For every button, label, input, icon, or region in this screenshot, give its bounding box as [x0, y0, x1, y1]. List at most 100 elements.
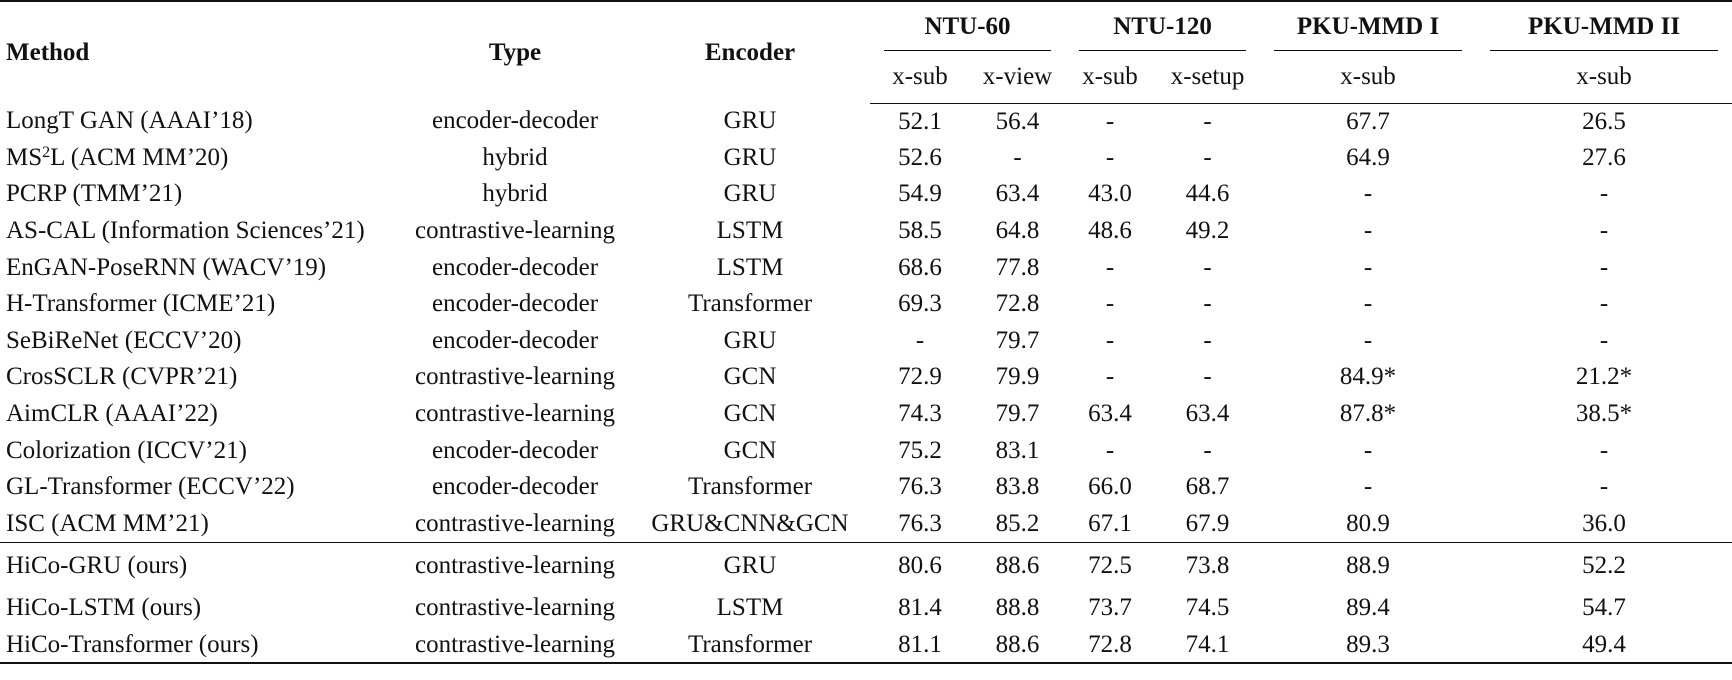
- subcol-header: x-sub: [870, 51, 970, 104]
- encoder-cell: GRU&CNN&GCN: [651, 509, 849, 537]
- value-cell: 66.0: [1088, 473, 1132, 501]
- value-cell: 81.4: [898, 594, 942, 622]
- value-cell: 52.1: [898, 107, 942, 135]
- value-cell: 72.9: [898, 363, 942, 391]
- header-encoder: Encoder: [630, 0, 870, 103]
- value-cell: 88.9: [1260, 541, 1477, 591]
- value-cell: 58.5: [898, 217, 942, 245]
- method-name-part: L (ACM MM’20): [50, 143, 229, 171]
- type-cell: encoder-decoder: [431, 107, 599, 135]
- value-cell: -: [1363, 253, 1373, 281]
- value-cell: 63.4: [995, 180, 1040, 208]
- method-cell: HiCo-Transformer (ours): [0, 626, 400, 665]
- value-cell: -: [1203, 326, 1212, 354]
- table-row: GL-Transformer (ECCV’22) encoder-decoder T…: [0, 469, 1732, 506]
- value-cell: 81.1: [870, 626, 970, 665]
- encoder-cell: LSTM: [716, 253, 784, 281]
- value-cell: 79.7: [995, 326, 1040, 354]
- value-cell: -: [1105, 143, 1115, 171]
- header-group-pkummd1: PKU-MMD I: [1260, 0, 1477, 51]
- method-cell: LongT GAN (AAAI’18): [6, 107, 253, 135]
- method-cell: HiCo-GRU (ours): [0, 541, 400, 591]
- value-cell: 89.3: [1260, 626, 1477, 665]
- header-group-label: NTU-60: [924, 12, 1011, 40]
- value-cell: -: [1105, 253, 1115, 281]
- table-body: LongT GAN (AAAI’18) encoder-decoder GRU 52.…: [0, 103, 1732, 665]
- value-cell: -: [1203, 290, 1212, 318]
- value-cell: 76.3: [898, 509, 942, 537]
- encoder-cell: GRU: [723, 326, 777, 354]
- value-cell: -: [1363, 326, 1373, 354]
- subcol-header: x-setup: [1155, 51, 1261, 104]
- table-row: AimCLR (AAAI’22) contrastive-learning GCN 7…: [0, 396, 1732, 433]
- value-cell: 52.6: [898, 143, 942, 171]
- value-cell: -: [1599, 326, 1609, 354]
- type-cell: contrastive-learning: [415, 363, 615, 391]
- subcol-header: x-sub: [1065, 51, 1156, 104]
- table-row: Colorization (ICCV’21) encoder-decoder GCN…: [0, 432, 1732, 469]
- header-group-ntu60: NTU-60: [870, 0, 1066, 51]
- header-method: Method: [0, 0, 400, 103]
- type-cell: contrastive-learning: [415, 594, 615, 622]
- table-row: MS2L (ACM MM’20) hybrid GRU 52.6 - - - 64.9 27.6: [0, 140, 1732, 177]
- encoder-cell: GCN: [723, 400, 777, 428]
- value-cell: 67.1: [1088, 509, 1132, 537]
- method-cell: GL-Transformer (ECCV’22): [6, 473, 295, 501]
- value-cell: 72.8: [995, 290, 1040, 318]
- value-cell: -: [1105, 290, 1115, 318]
- method-cell: PCRP (TMM’21): [6, 180, 183, 208]
- table-row: ISC (ACM MM’21) contrastive-learning GRU&C…: [0, 506, 1732, 543]
- header-row-groups: Method Type Encoder NTU-60 NTU-120 PKU-M…: [0, 0, 1732, 103]
- value-cell: -: [1203, 436, 1212, 464]
- table-row: PCRP (TMM’21) hybrid GRU 54.9 63.4 43.0 44.6 - -: [0, 176, 1732, 213]
- header-group-label: NTU-120: [1113, 12, 1212, 40]
- table-row: HiCo-GRU (ours) contrastive-learning GRU 80…: [0, 541, 1732, 591]
- header-group-label: PKU-MMD II: [1528, 12, 1681, 40]
- encoder-cell: GRU: [723, 180, 777, 208]
- table-row: CrosSCLR (CVPR’21) contrastive-learning GC…: [0, 359, 1732, 396]
- value-cell: -: [1363, 436, 1373, 464]
- header-group-pkummd2: PKU-MMD II: [1476, 0, 1732, 51]
- type-cell: hybrid: [482, 180, 548, 208]
- value-cell: 84.9*: [1339, 363, 1397, 391]
- value-cell: -: [1105, 107, 1115, 135]
- value-cell: 88.6: [970, 626, 1066, 665]
- value-cell: -: [1363, 473, 1373, 501]
- value-cell: 64.9: [1346, 143, 1390, 171]
- method-cell: HiCo-LSTM (ours): [6, 594, 202, 622]
- value-cell: 63.4: [1185, 400, 1230, 428]
- value-cell: 49.2: [1185, 217, 1230, 245]
- subcol-header: x-sub: [1476, 51, 1732, 104]
- type-cell: contrastive-learning: [415, 509, 615, 537]
- value-cell: -: [1105, 363, 1115, 391]
- value-cell: 73.7: [1088, 594, 1132, 622]
- encoder-cell: LSTM: [716, 217, 784, 245]
- method-superscript: 2: [42, 143, 51, 161]
- value-cell: 80.6: [870, 541, 970, 591]
- method-cell: MS2L (ACM MM’20): [0, 140, 400, 177]
- value-cell: 75.2: [898, 436, 942, 464]
- value-cell: -: [1203, 107, 1212, 135]
- group-underline: [1079, 50, 1247, 51]
- value-cell: 36.0: [1582, 509, 1626, 537]
- subcol-header: x-sub: [1260, 51, 1477, 104]
- value-cell: -: [1599, 290, 1609, 318]
- value-cell: 88.6: [970, 541, 1066, 591]
- value-cell: 79.9: [995, 363, 1040, 391]
- value-cell: 74.5: [1185, 594, 1230, 622]
- value-cell: 77.8: [995, 253, 1040, 281]
- value-cell: -: [1599, 180, 1609, 208]
- value-cell: -: [1203, 363, 1212, 391]
- encoder-cell: Transformer: [687, 290, 813, 318]
- type-cell: hybrid: [482, 143, 548, 171]
- value-cell: 76.3: [898, 473, 942, 501]
- table-row: LongT GAN (AAAI’18) encoder-decoder GRU 52.…: [0, 103, 1732, 140]
- value-cell: 73.8: [1155, 541, 1261, 591]
- type-cell: encoder-decoder: [431, 473, 599, 501]
- type-cell: encoder-decoder: [431, 326, 599, 354]
- value-cell: 74.1: [1155, 626, 1261, 665]
- value-cell: 72.5: [1065, 541, 1156, 591]
- method-cell: ISC (ACM MM’21): [6, 509, 209, 537]
- method-cell: AS-CAL (Information Sciences’21): [6, 217, 365, 245]
- type-cell: contrastive-learning: [415, 217, 615, 245]
